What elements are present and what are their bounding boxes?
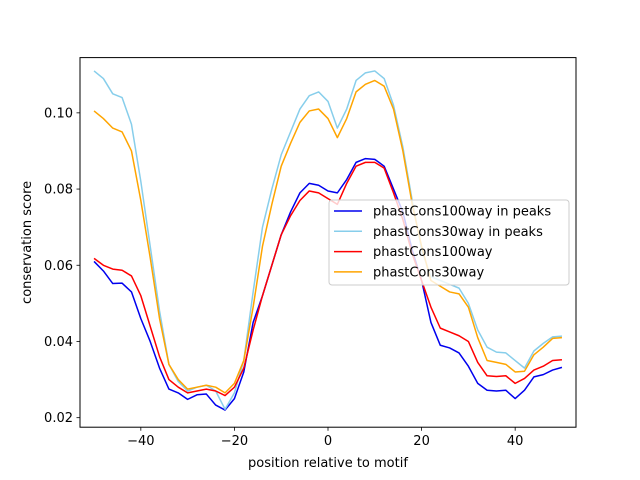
legend-label: phastCons30way in peaks: [373, 225, 543, 240]
x-tick-label: 0: [324, 434, 332, 449]
legend-box: [328, 199, 570, 286]
x-axis: −40 −20 0 20 40: [127, 427, 523, 449]
y-tick-label: 0.04: [44, 335, 73, 350]
x-axis-label: position relative to motif: [248, 456, 408, 471]
legend-label: phastCons100way in peaks: [373, 205, 551, 220]
legend-entries: phastCons100way in peaks phastCons30way i…: [334, 205, 551, 280]
x-tick-label: 20: [413, 434, 430, 449]
y-tick-label: 0.06: [44, 259, 73, 274]
y-axis: 0.02 0.04 0.06 0.08 0.10: [44, 106, 80, 426]
y-tick-label: 0.08: [44, 183, 73, 198]
x-tick-label: −40: [127, 434, 154, 449]
legend-label: phastCons100way: [373, 245, 493, 260]
x-tick-label: 40: [507, 434, 524, 449]
y-tick-label: 0.10: [44, 106, 73, 121]
series-line-3: [93, 79, 563, 394]
series-line-2: [93, 161, 563, 397]
y-axis-label: conservation score: [20, 181, 35, 304]
legend: phastCons100way in peaks phastCons30way i…: [328, 199, 570, 286]
x-tick-label: −20: [221, 434, 248, 449]
series-layer: [93, 70, 563, 411]
series-line-0: [93, 157, 563, 411]
legend-label: phastCons30way: [373, 265, 485, 280]
y-tick-label: 0.02: [44, 411, 73, 426]
